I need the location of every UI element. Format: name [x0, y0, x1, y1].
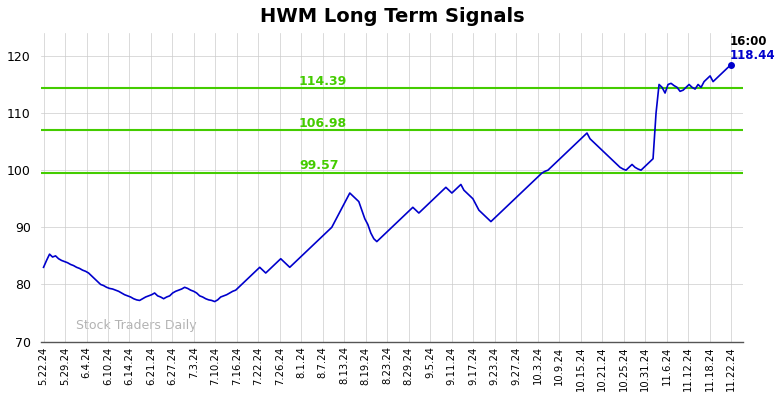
Text: 106.98: 106.98: [299, 117, 347, 130]
Text: 99.57: 99.57: [299, 159, 339, 172]
Title: HWM Long Term Signals: HWM Long Term Signals: [260, 7, 524, 26]
Text: 16:00: 16:00: [730, 35, 767, 48]
Text: Stock Traders Daily: Stock Traders Daily: [76, 319, 196, 332]
Text: 118.44: 118.44: [730, 49, 775, 62]
Text: 114.39: 114.39: [299, 74, 347, 88]
